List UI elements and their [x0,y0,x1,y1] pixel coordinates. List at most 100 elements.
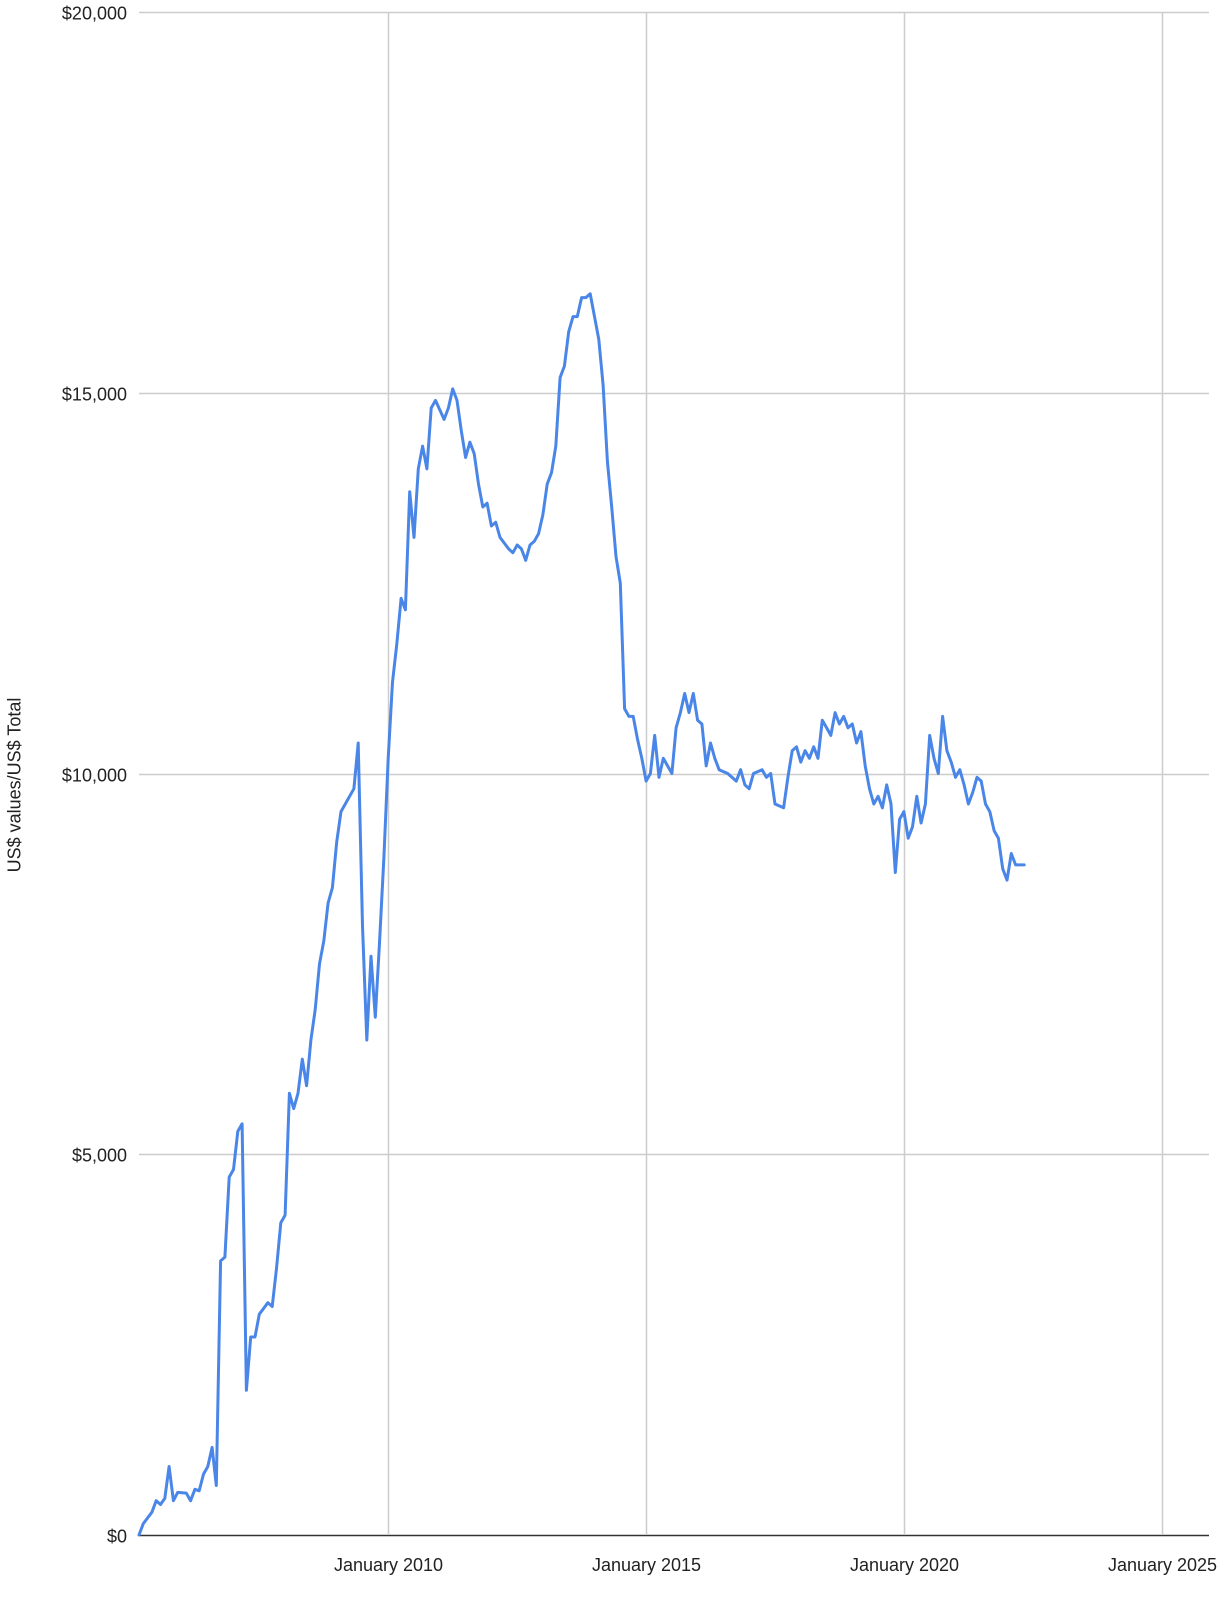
data-point [413,536,416,539]
data-point [301,1058,304,1061]
data-point [576,315,579,318]
data-point [739,768,742,771]
y-tick-label: $0 [107,1527,127,1547]
data-point [185,1492,188,1495]
data-point [223,1256,226,1259]
data-point [520,547,523,550]
data-point [597,338,600,341]
data-point [468,441,471,444]
data-point [477,483,480,486]
data-point [812,745,815,748]
data-point [494,521,497,524]
data-point [748,787,751,790]
data-point [1010,852,1013,855]
data-point [761,768,764,771]
data-point [309,1039,312,1042]
data-point [859,730,862,733]
data-point [872,803,875,806]
axis-ticks: $0 $5,000 $10,000 $15,000 $20,000 January 201… [62,4,1217,1576]
data-point [829,734,832,737]
data-point [314,1008,317,1011]
data-point [696,719,699,722]
data-point [142,1522,145,1525]
data-point [211,1446,214,1449]
data-point [417,467,420,470]
data-point [537,532,540,535]
data-point [1001,867,1004,870]
data-point [249,1336,252,1339]
data-point [447,407,450,410]
data-point [808,757,811,760]
data-point [692,692,695,695]
y-tick-label: $10,000 [62,766,127,786]
data-point [279,1221,282,1224]
data-point [997,837,1000,840]
data-point [941,715,944,718]
data-point [580,296,583,299]
data-point [619,582,622,585]
data-point [675,726,678,729]
data-point [825,726,828,729]
series-layer [137,292,1026,1537]
data-point [219,1259,222,1262]
data-point [340,810,343,813]
data-point [615,555,618,558]
data-point [920,822,923,825]
gridlines [139,11,1209,1537]
data-point [292,1107,295,1110]
data-point [327,902,330,905]
data-point [735,780,738,783]
data-point [791,749,794,752]
data-point [400,597,403,600]
data-point [864,764,867,767]
data-point [705,764,708,767]
data-point [834,711,837,714]
data-point [331,886,334,889]
data-point [636,738,639,741]
data-point [232,1168,235,1171]
data-point [395,643,398,646]
data-point [275,1267,278,1270]
data-point [679,711,682,714]
data-point [954,776,957,779]
data-point [404,608,407,611]
data-point [898,818,901,821]
data-point [894,871,897,874]
data-point [933,757,936,760]
y-axis-label: US$ values/US$ Total [4,697,25,873]
data-point [658,776,661,779]
data-point [271,1305,274,1308]
data-point [550,471,553,474]
data-point [804,749,807,752]
data-point [752,772,755,775]
data-point [1006,879,1009,882]
data-point [924,803,927,806]
data-point [443,418,446,421]
data-point [623,707,626,710]
data-point [163,1497,166,1500]
data-point [451,387,454,390]
data-point [297,1092,300,1095]
data-point [254,1336,257,1339]
data-point [198,1489,201,1492]
data-point [945,749,948,752]
data-point [370,955,373,958]
data-point [993,829,996,832]
x-tick-label: January 2015 [592,1555,701,1575]
data-point [374,1016,377,1019]
data-point [507,547,510,550]
data-point [786,776,789,779]
data-point [670,772,673,775]
data-point [322,940,325,943]
data-point [988,810,991,813]
data-point [567,330,570,333]
data-point [632,715,635,718]
x-tick-label: January 2025 [1108,1555,1217,1575]
data-point [572,315,575,318]
data-point [868,787,871,790]
data-point [541,513,544,516]
data-point [645,780,648,783]
data-point [769,772,772,775]
